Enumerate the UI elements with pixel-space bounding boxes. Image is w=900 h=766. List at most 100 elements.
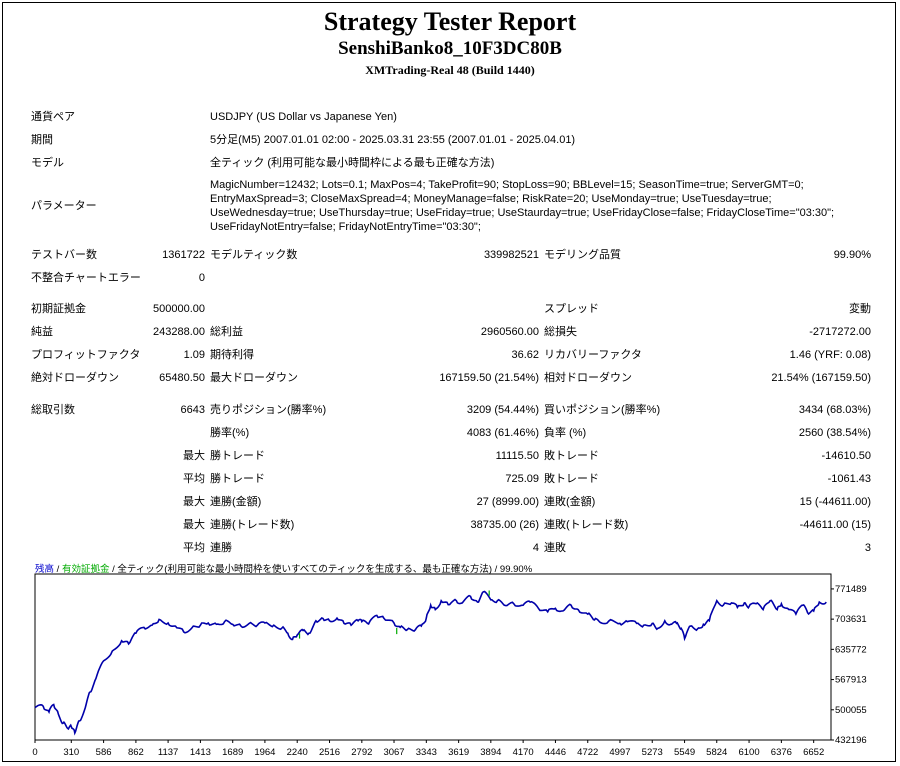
balance-line bbox=[34, 590, 827, 736]
params-line: MagicNumber=12432; Lots=0.1; MaxPos=4; T… bbox=[210, 179, 804, 191]
plot-area bbox=[34, 573, 832, 741]
mismatch-value: 0 bbox=[198, 272, 205, 284]
initial-deposit-value: 500000.00 bbox=[153, 303, 205, 315]
initial-deposit-label: 初期証拠金 bbox=[31, 303, 86, 315]
model-label: モデル bbox=[31, 157, 64, 169]
y-tick-label: 432196 bbox=[835, 735, 867, 746]
avg-consec-losses-label: 連敗 bbox=[544, 542, 566, 554]
net-profit-value: 243288.00 bbox=[153, 326, 205, 338]
total-trades-label: 総取引数 bbox=[31, 404, 75, 416]
loss-rate-value: 2560 (38.54%) bbox=[798, 427, 871, 439]
x-tick-label: 3343 bbox=[416, 747, 437, 758]
x-tick-label: 586 bbox=[96, 747, 112, 758]
avg-loss-value: -1061.43 bbox=[827, 473, 871, 485]
x-tick-label: 1413 bbox=[190, 747, 211, 758]
x-tick-label: 3067 bbox=[383, 747, 404, 758]
params-line: UseWednesday=true; UseThursday=true; Use… bbox=[210, 207, 835, 219]
abs-dd-label: 絶対ドローダウン bbox=[31, 372, 119, 384]
x-tick-label: 1964 bbox=[254, 747, 275, 758]
mismatch-label: 不整合チャートエラー bbox=[31, 272, 141, 284]
params-line: EntryMaxSpread=3; CloseMaxSpread=4; Mone… bbox=[210, 193, 772, 205]
consec-wins-amount-value: 27 (8999.00) bbox=[476, 496, 539, 508]
consec-losses-amount-value: 15 (-44611.00) bbox=[799, 496, 871, 508]
y-tick-label: 500055 bbox=[835, 705, 867, 716]
consec-wins-trades-value: 38735.00 (26) bbox=[470, 519, 540, 531]
params-label: パラメーター bbox=[31, 200, 97, 212]
loss-rate-label: 負率 (%) bbox=[544, 427, 587, 439]
legend-separator: / bbox=[54, 564, 62, 575]
max-label: 最大 bbox=[183, 496, 205, 508]
model-quality-label: モデリング品質 bbox=[544, 249, 621, 261]
model-ticks-label: モデルティック数 bbox=[210, 249, 298, 261]
rel-dd-value: 21.54% (167159.50) bbox=[771, 372, 871, 384]
x-tick-label: 6100 bbox=[738, 747, 759, 758]
recovery-factor-label: リカバリーファクタ bbox=[544, 349, 642, 361]
max-label: 最大 bbox=[183, 519, 205, 531]
y-tick-label: 771489 bbox=[835, 584, 867, 595]
model-ticks-value: 339982521 bbox=[483, 249, 539, 261]
profit-factor-label: プロフィットファクタ bbox=[31, 349, 141, 361]
win-rate-value: 4083 (61.46%) bbox=[466, 427, 539, 439]
profit-factor-value: 1.09 bbox=[183, 349, 205, 361]
chart-legend: 残高 / 有効証拠金 / 全ティック(利用可能な最小時間枠を使いすべてのティック… bbox=[35, 563, 533, 575]
avg-consec-losses-value: 3 bbox=[864, 542, 871, 554]
x-tick-label: 862 bbox=[128, 747, 144, 758]
abs-dd-value: 65480.50 bbox=[159, 372, 205, 384]
short-pos-label: 売りポジション(勝率%) bbox=[210, 404, 327, 416]
x-tick-label: 6652 bbox=[803, 747, 824, 758]
avg-consec-wins-value: 4 bbox=[532, 542, 539, 554]
report-title: Strategy Tester Report bbox=[323, 7, 577, 36]
server-build: XMTrading-Real 48 (Build 1440) bbox=[365, 63, 535, 77]
x-tick-label: 6376 bbox=[771, 747, 792, 758]
model-value: 全ティック (利用可能な最小時間枠による最も正確な方法) bbox=[210, 157, 495, 169]
period-value: 5分足(M5) 2007.01.01 02:00 - 2025.03.31 23… bbox=[210, 134, 576, 146]
total-trades-value: 6643 bbox=[180, 404, 205, 416]
x-tick-label: 310 bbox=[63, 747, 79, 758]
consec-losses-amount-label: 連敗(金額) bbox=[544, 496, 596, 508]
avg-label: 平均 bbox=[183, 473, 205, 485]
model-quality-value: 99.90% bbox=[833, 249, 871, 261]
max-dd-value: 167159.50 (21.54%) bbox=[439, 372, 539, 384]
x-tick-label: 5273 bbox=[642, 747, 663, 758]
legend-description: / 全ティック(利用可能な最小時間枠を使いすべてのティックを生成する、最も正確な… bbox=[109, 563, 532, 575]
y-tick-label: 703631 bbox=[835, 614, 867, 625]
rel-dd-label: 相対ドローダウン bbox=[544, 372, 632, 384]
largest-loss-label: 敗トレード bbox=[544, 450, 599, 462]
y-tick-label: 567913 bbox=[835, 675, 867, 686]
x-tick-label: 2516 bbox=[319, 747, 340, 758]
expected-payoff-label: 期待利得 bbox=[210, 349, 254, 361]
consec-wins-amount-label: 連勝(金額) bbox=[210, 496, 262, 508]
ea-name: SenshiBanko8_10F3DC80B bbox=[338, 38, 562, 59]
legend-equity: 有効証拠金 bbox=[62, 563, 110, 575]
x-tick-label: 4170 bbox=[513, 747, 534, 758]
recovery-factor-value: 1.46 (YRF: 0.08) bbox=[789, 349, 871, 361]
max-dd-label: 最大ドローダウン bbox=[210, 372, 298, 384]
largest-win-value: 11115.50 bbox=[495, 450, 539, 462]
win-rate-label: 勝率(%) bbox=[210, 427, 250, 439]
x-tick-label: 3894 bbox=[480, 747, 501, 758]
consec-losses-trades-label: 連敗(トレード数) bbox=[544, 519, 629, 531]
x-tick-label: 5549 bbox=[674, 747, 695, 758]
net-profit-label: 純益 bbox=[31, 326, 53, 338]
gross-profit-label: 総利益 bbox=[210, 326, 243, 338]
avg-win-value: 725.09 bbox=[505, 473, 539, 485]
x-tick-label: 4722 bbox=[577, 747, 598, 758]
test-bars-value: 1361722 bbox=[162, 249, 205, 261]
period-label: 期間 bbox=[31, 134, 53, 146]
avg-loss-label: 敗トレード bbox=[544, 473, 599, 485]
avg-win-label: 勝トレード bbox=[210, 473, 265, 485]
x-tick-label: 3619 bbox=[448, 747, 469, 758]
x-tick-label: 2240 bbox=[287, 747, 308, 758]
params-line: UseFridayNotEntry=false; FridayNotEntryT… bbox=[210, 221, 481, 233]
x-tick-label: 4446 bbox=[545, 747, 566, 758]
avg-label: 平均 bbox=[183, 542, 205, 554]
spread-label: スプレッド bbox=[544, 303, 599, 315]
avg-consec-wins-label: 連勝 bbox=[210, 542, 232, 554]
x-tick-label: 5824 bbox=[706, 747, 727, 758]
params-value: MagicNumber=12432; Lots=0.1; MaxPos=4; T… bbox=[210, 178, 850, 234]
pair-label: 通貨ペア bbox=[31, 111, 75, 123]
x-tick-label: 1689 bbox=[222, 747, 243, 758]
consec-wins-trades-label: 連勝(トレード数) bbox=[210, 519, 295, 531]
max-label: 最大 bbox=[183, 450, 205, 462]
